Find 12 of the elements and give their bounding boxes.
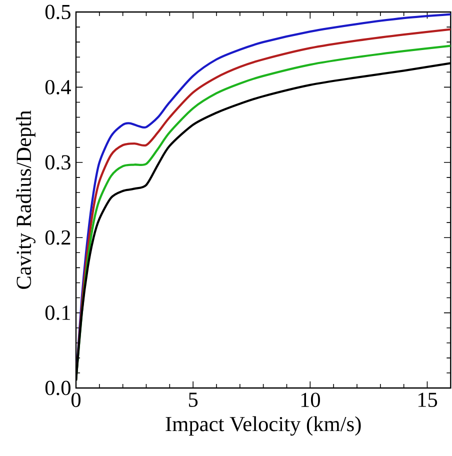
y-tick-label: 0.0 <box>45 380 70 396</box>
y-axis-title: Cavity Radius/Depth <box>16 110 36 289</box>
y-tick-label: 0.3 <box>45 155 70 170</box>
y-tick-label: 0.1 <box>45 306 70 320</box>
x-tick-label: 10 <box>301 392 320 408</box>
y-tick-label: 0.5 <box>45 4 70 20</box>
y-tick-label: 0.2 <box>45 230 70 245</box>
x-tick-label: 5 <box>188 392 198 407</box>
y-tick-label: 0.4 <box>45 80 71 94</box>
x-tick-label: 0 <box>71 392 81 408</box>
x-axis-title: Impact Velocity (km/s) <box>166 416 361 436</box>
x-tick-label: 15 <box>418 392 438 407</box>
